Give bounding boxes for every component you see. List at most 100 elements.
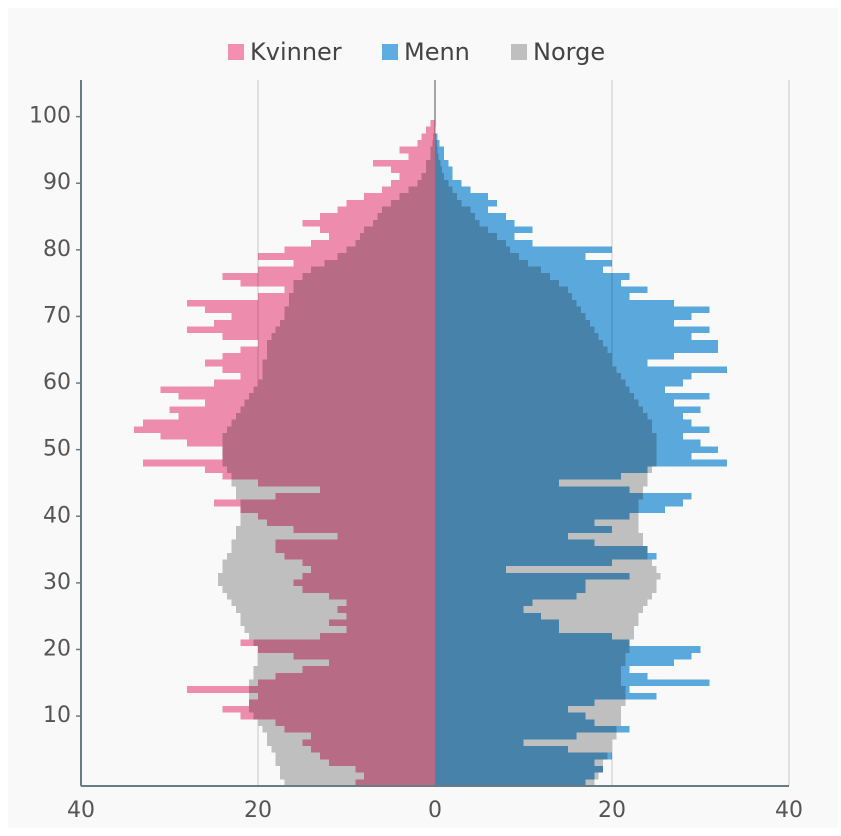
- bar: [222, 366, 435, 374]
- bar: [435, 606, 643, 613]
- bar: [235, 532, 435, 540]
- bar: [302, 739, 435, 747]
- bar: [302, 666, 435, 673]
- bar: [240, 279, 435, 287]
- bar: [435, 772, 595, 780]
- bar: [328, 233, 435, 240]
- bar: [293, 652, 435, 660]
- bar: [435, 253, 586, 260]
- bar: [311, 732, 435, 740]
- bar: [435, 419, 692, 427]
- bar: [435, 413, 683, 420]
- bar: [435, 666, 630, 673]
- bar: [293, 579, 435, 587]
- bar: [240, 506, 435, 513]
- bar: [435, 206, 489, 214]
- bar: [134, 426, 435, 433]
- bar: [435, 652, 692, 660]
- bar: [435, 572, 630, 580]
- bar: [293, 526, 435, 533]
- bar: [435, 326, 710, 334]
- bar: [435, 612, 542, 620]
- legend-label: Norge: [533, 38, 605, 66]
- bar: [204, 359, 435, 367]
- bar: [435, 233, 515, 240]
- bar: [435, 393, 710, 400]
- bar: [328, 619, 435, 627]
- bar: [435, 599, 533, 607]
- bar: [417, 139, 435, 147]
- bar: [408, 153, 435, 160]
- bar: [258, 293, 435, 300]
- bar: [160, 433, 435, 440]
- bar: [213, 379, 435, 387]
- legend-swatch: [511, 44, 527, 60]
- bar: [302, 586, 435, 593]
- bar: [435, 559, 612, 567]
- bar: [435, 526, 612, 533]
- bar: [160, 386, 435, 394]
- bar: [240, 612, 435, 620]
- legend-label: Kvinner: [250, 38, 342, 66]
- bar: [435, 659, 674, 667]
- bar: [311, 566, 435, 573]
- bar: [430, 119, 435, 127]
- bar: [435, 746, 568, 753]
- bar: [435, 739, 524, 747]
- bar: [293, 259, 435, 267]
- bar: [435, 446, 719, 453]
- bar: [275, 546, 435, 553]
- bar: [435, 719, 595, 727]
- bar: [435, 566, 506, 573]
- bar: [435, 472, 621, 480]
- bar: [435, 679, 710, 687]
- bar: [231, 599, 435, 607]
- legend-label: Menn: [404, 38, 470, 66]
- bar: [346, 599, 435, 607]
- bar: [435, 406, 701, 414]
- bar: [435, 266, 604, 274]
- bar: [244, 626, 435, 633]
- bar: [302, 559, 435, 567]
- bar: [435, 492, 692, 500]
- bar: [435, 173, 453, 180]
- bar: [435, 506, 666, 513]
- bar: [258, 512, 435, 520]
- bar: [337, 532, 435, 540]
- bar: [435, 353, 674, 360]
- bar: [399, 173, 435, 180]
- bar: [258, 479, 435, 487]
- bar: [222, 446, 435, 453]
- bar: [421, 133, 435, 140]
- bar: [364, 772, 435, 780]
- bar: [169, 406, 435, 414]
- bar: [435, 366, 728, 374]
- bar: [280, 772, 435, 780]
- bar: [204, 466, 435, 473]
- x-tick-label: 40: [775, 798, 803, 823]
- bar: [435, 339, 719, 347]
- bar: [435, 359, 648, 367]
- bar: [187, 326, 435, 334]
- bar: [435, 239, 533, 247]
- y-tick-label: 90: [43, 170, 71, 195]
- bar: [222, 333, 435, 340]
- bar: [178, 413, 435, 420]
- bar: [435, 199, 497, 207]
- x-tick-label: 20: [598, 798, 626, 823]
- bar: [435, 399, 674, 407]
- bar: [311, 239, 435, 247]
- bar: [435, 566, 657, 573]
- bar: [435, 539, 595, 547]
- bar: [204, 399, 435, 407]
- bar: [435, 273, 630, 280]
- bar: [435, 499, 683, 507]
- bar: [275, 539, 435, 547]
- bar: [435, 759, 595, 767]
- bar: [240, 346, 435, 354]
- bar: [435, 519, 595, 527]
- axes: 40 20 0 20 40 10 20 30 40 50 60 70 80 90 100: [29, 80, 803, 823]
- bar: [435, 379, 683, 387]
- bar: [435, 779, 586, 786]
- bar: [240, 712, 435, 720]
